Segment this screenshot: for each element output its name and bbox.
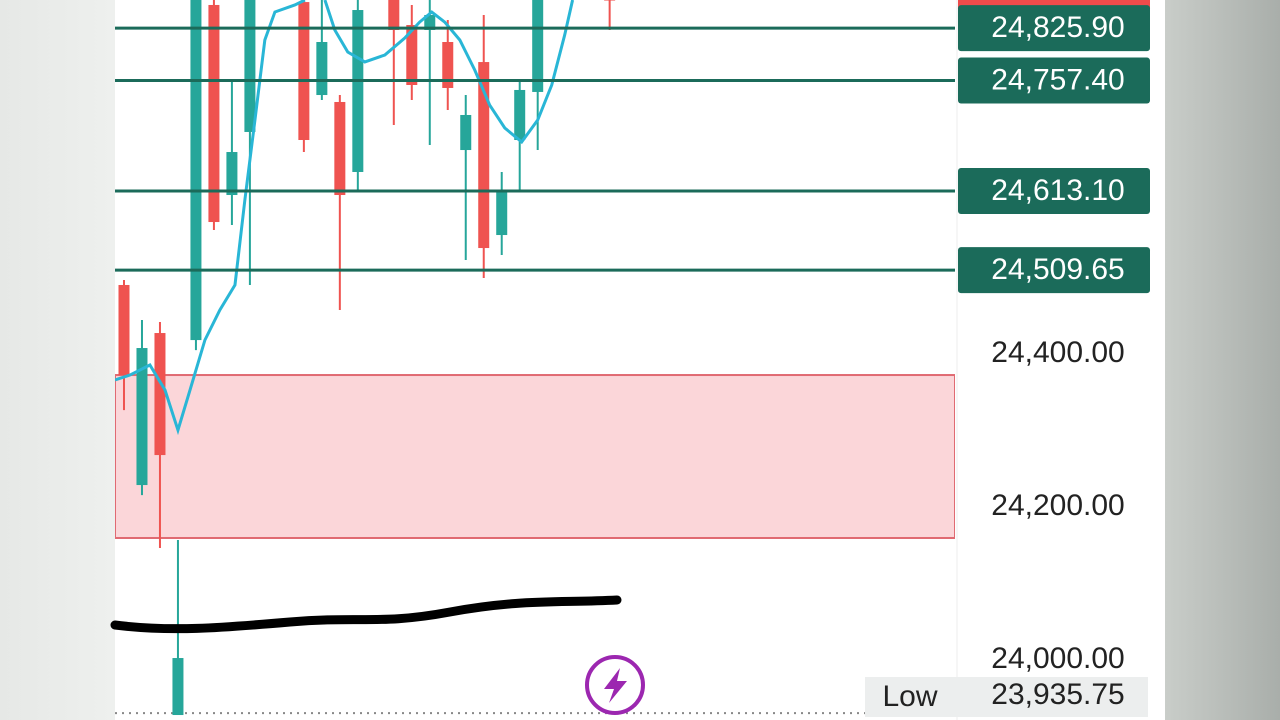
supply-zone xyxy=(115,374,955,539)
candle-body xyxy=(352,10,364,172)
candle-body xyxy=(406,25,418,85)
lightning-icon[interactable] xyxy=(604,668,627,703)
level-label: 24,825.90 xyxy=(991,11,1124,44)
chart-panel xyxy=(115,0,1165,720)
y-tick-label: 24,000.00 xyxy=(991,642,1124,675)
moving-average xyxy=(115,0,575,436)
candle-body xyxy=(226,152,238,196)
candle-body xyxy=(496,192,508,236)
candle-body xyxy=(388,0,400,30)
candle-body xyxy=(478,62,490,249)
level-tag xyxy=(958,167,1150,214)
level-label: 24,757.40 xyxy=(991,63,1124,96)
level-tag xyxy=(958,5,1150,52)
candle-body xyxy=(244,0,256,132)
background-left xyxy=(0,0,115,720)
candle-body xyxy=(118,284,130,376)
candle-body xyxy=(460,114,472,151)
hand-drawn-line xyxy=(110,595,622,634)
overlay: 24,000.00 24,200.00 24,400.00 24,825.90 24,7… xyxy=(865,5,1150,717)
low-tag xyxy=(865,677,1148,717)
level-tag xyxy=(958,247,1150,294)
candle-body xyxy=(298,2,310,141)
y-tick-label: 24,400.00 xyxy=(991,336,1124,369)
candle-body xyxy=(136,348,148,486)
candle-body xyxy=(316,42,328,96)
level-label: 24,509.65 xyxy=(991,253,1124,286)
plot-area xyxy=(115,0,955,716)
candle-body xyxy=(424,14,436,30)
candle-body xyxy=(208,4,220,223)
level-tag xyxy=(958,57,1150,104)
candle-body xyxy=(334,101,346,196)
level-label: 24,613.10 xyxy=(991,174,1124,207)
low-label: Low xyxy=(882,680,937,713)
candle-body xyxy=(532,0,544,92)
lightning-button[interactable] xyxy=(585,655,645,715)
y-tick-label: 24,200.00 xyxy=(991,489,1124,522)
candle-body xyxy=(190,0,202,341)
candle-body xyxy=(172,658,184,716)
candle-body xyxy=(154,333,166,456)
low-value: 23,935.75 xyxy=(991,678,1124,711)
candle-body xyxy=(442,42,454,88)
current-price-tag xyxy=(958,0,1150,9)
candle-body xyxy=(514,89,526,141)
background-right xyxy=(1165,0,1280,720)
candle-body xyxy=(604,0,616,1)
